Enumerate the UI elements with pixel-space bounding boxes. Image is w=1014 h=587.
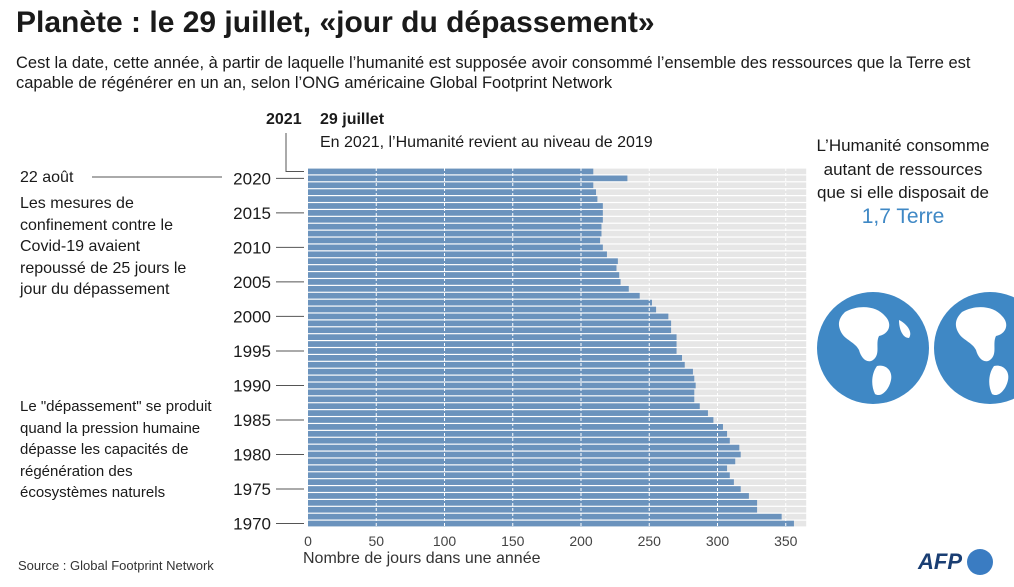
source-note: Source : Global Footprint Network — [18, 558, 214, 573]
bar-1999 — [308, 320, 672, 327]
bar-1972 — [308, 506, 758, 513]
bar-2013 — [308, 223, 602, 230]
bar-2020 — [308, 175, 628, 182]
bar-1993 — [308, 361, 685, 368]
bar-1984 — [308, 424, 723, 430]
x-tick-label: 0 — [304, 533, 312, 549]
earth-note: L’Humanité consomme autant de ressources… — [808, 134, 998, 229]
y-tick-label: 2005 — [233, 273, 271, 292]
bar-2010 — [308, 244, 603, 251]
x-axis-title: Nombre de jours dans une année — [303, 550, 541, 567]
page-title: Planète : le 29 juillet, «jour du dépass… — [16, 6, 655, 39]
bar-2017 — [308, 196, 598, 202]
bar-1982 — [308, 437, 730, 444]
bar-2021 — [308, 168, 594, 175]
bar-1998 — [308, 327, 672, 334]
bar-1983 — [308, 430, 728, 437]
bar-1988 — [308, 396, 695, 403]
bar-2006 — [308, 272, 620, 278]
bar-2001 — [308, 306, 657, 313]
y-tick-label: 2000 — [233, 307, 271, 326]
bar-1974 — [308, 493, 749, 499]
x-tick-label: 200 — [569, 533, 593, 549]
bar-1971 — [308, 513, 782, 520]
bar-1978 — [308, 465, 728, 472]
bar-1985 — [308, 417, 714, 423]
y-tick-label: 1970 — [233, 515, 271, 534]
globe-icon — [817, 292, 929, 404]
afp-logo: AFP — [918, 549, 962, 574]
x-tick-label: 250 — [638, 533, 662, 549]
bar-1989 — [308, 389, 695, 396]
bar-2016 — [308, 203, 603, 209]
x-tick-label: 300 — [706, 533, 730, 549]
y-tick-label: 1985 — [233, 411, 271, 430]
bar-1987 — [308, 403, 700, 410]
bar-1980 — [308, 451, 741, 458]
covid-note: Les mesures de confinement contre le Cov… — [20, 195, 187, 298]
bar-1979 — [308, 458, 736, 465]
globe-icon — [934, 292, 1014, 404]
bar-2018 — [308, 189, 597, 196]
bar-2000 — [308, 313, 669, 320]
bar-2009 — [308, 251, 607, 258]
bar-2008 — [308, 258, 618, 265]
bar-2015 — [308, 210, 603, 216]
y-tick-label: 1980 — [233, 446, 271, 465]
afp-logo-dot — [967, 549, 993, 575]
covid-date-label: 22 août — [20, 169, 74, 186]
bar-1970 — [308, 520, 794, 527]
bar-1975 — [308, 486, 741, 492]
page-subtitle: Cest la date, cette année, à partir de l… — [16, 54, 971, 92]
bar-2019 — [308, 182, 594, 189]
y-tick-label: 1990 — [233, 376, 271, 395]
y-tick-label: 2015 — [233, 204, 271, 223]
y-tick-label: 2020 — [233, 169, 271, 188]
annotation-leader — [285, 133, 304, 172]
bar-2012 — [308, 230, 602, 237]
bar-1995 — [308, 348, 677, 354]
bar-1994 — [308, 355, 683, 361]
x-tick-label: 50 — [368, 533, 384, 549]
x-tick-label: 100 — [433, 533, 457, 549]
definition-note: Le "dépassement" se produit quand la pre… — [20, 398, 212, 501]
y-tick-label: 1995 — [233, 342, 271, 361]
bar-2004 — [308, 285, 629, 292]
y-tick-label: 2010 — [233, 238, 271, 257]
bar-2003 — [308, 292, 640, 299]
bar-1990 — [308, 382, 696, 389]
bar-1997 — [308, 334, 677, 340]
bar-2014 — [308, 216, 603, 223]
annotation-year: 2021 — [266, 111, 302, 128]
bar-2007 — [308, 265, 617, 271]
earth-note-text: L’Humanité consomme autant de ressources… — [816, 136, 990, 202]
x-tick-label: 150 — [501, 533, 525, 549]
bar-1986 — [308, 410, 708, 416]
bar-1977 — [308, 472, 730, 479]
annotation-date: 29 juillet — [320, 111, 385, 128]
annotation-text: En 2021, l’Humanité revient au niveau de… — [320, 134, 653, 151]
bar-1996 — [308, 341, 677, 347]
bar-2002 — [308, 299, 652, 306]
bar-1992 — [308, 368, 693, 375]
earth-count-highlight: 1,7 Terre — [861, 204, 945, 228]
bar-2011 — [308, 237, 601, 244]
bar-1973 — [308, 499, 758, 506]
y-tick-label: 1975 — [233, 480, 271, 499]
bar-2005 — [308, 279, 621, 285]
bar-1976 — [308, 479, 734, 485]
bar-1991 — [308, 375, 695, 382]
x-tick-label: 350 — [774, 533, 798, 549]
bar-1981 — [308, 444, 740, 451]
